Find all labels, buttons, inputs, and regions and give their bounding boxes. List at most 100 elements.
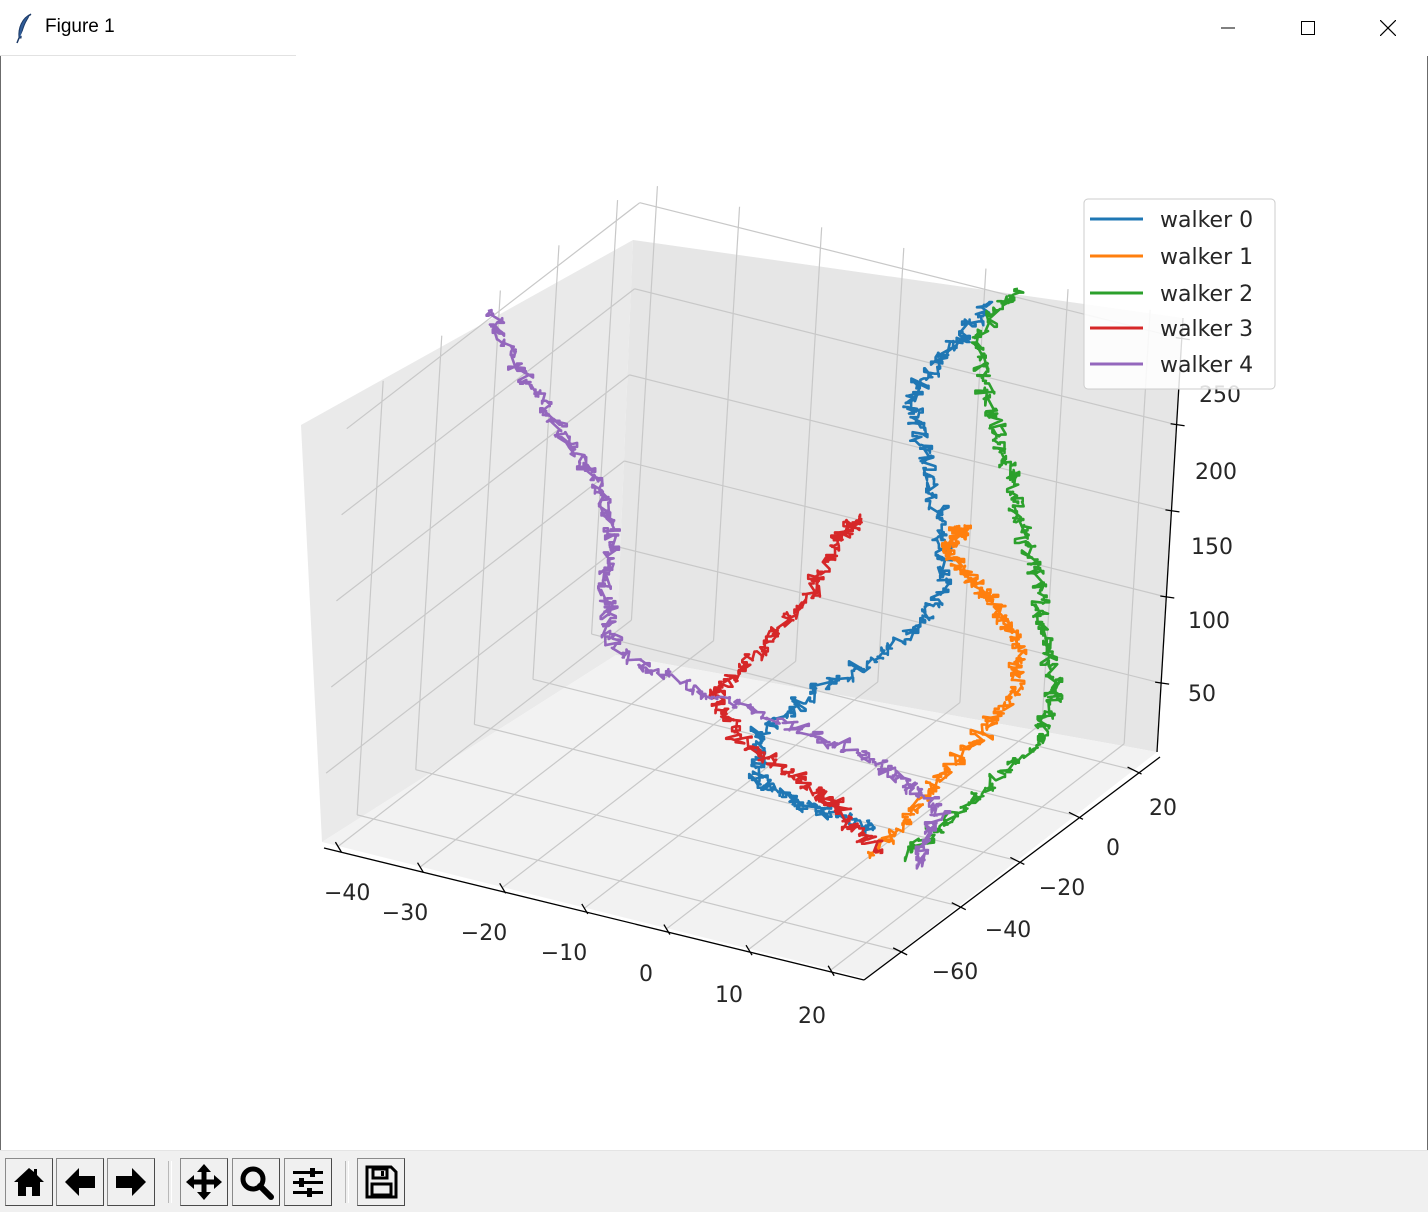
title-bar[interactable]: Figure 1 [0,0,1428,56]
x-tick-mark [499,882,507,894]
legend: walker 0 walker 1 walker 2 walker 3 walk… [1083,198,1276,390]
y-tick-mark [1010,856,1025,866]
maximize-button[interactable] [1268,0,1348,56]
series-line-4 [485,308,952,870]
save-button[interactable] [357,1158,405,1206]
zoom-button[interactable] [232,1158,280,1206]
configure-subplots-button[interactable] [284,1158,332,1206]
forward-button[interactable] [107,1158,155,1206]
figure-canvas[interactable]: −40 −30 −20 −10 0 10 20 −60 −40 −20 0 20… [0,56,1428,1150]
grid-line [795,227,823,662]
y-tick-label: 20 [1149,796,1177,821]
y-tick-label: −60 [932,960,978,985]
pan-button[interactable] [180,1158,228,1206]
grid-line [634,288,1177,426]
x-tick-label: −20 [461,921,507,946]
grid-line [629,374,1172,512]
y-tick-label: 0 [1106,836,1120,861]
minimize-button[interactable] [1188,0,1268,56]
grid-line [415,335,443,770]
floppy-disk-icon [365,1165,398,1199]
legend-label: walker 2 [1160,282,1253,307]
grid-line [591,633,1134,771]
toolbar-separator [168,1161,172,1203]
z-tick-mark [1155,681,1170,685]
home-icon [14,1168,44,1196]
y-tick-mark [892,947,908,956]
minimize-icon [1221,27,1235,29]
grid-line [618,546,1162,684]
x-tick-mark [416,862,425,874]
z-tick-label: 50 [1188,682,1216,707]
grid-line [712,206,741,641]
maximize-icon [1301,21,1315,35]
home-button[interactable] [5,1158,53,1206]
y-tick-label: −40 [985,918,1031,943]
z-tick-mark [1165,509,1180,513]
x-tick-mark [663,924,671,935]
arrow-left-icon [65,1168,95,1196]
grid-line [357,814,900,952]
grid-line [590,200,619,635]
grid-line [532,245,560,680]
z-tick-label: 200 [1195,460,1237,485]
z-tick-mark [1170,423,1185,427]
legend-label: walker 3 [1160,317,1253,342]
y-axis-line [863,756,1161,981]
close-icon [1380,20,1396,36]
series-line-1 [867,524,1028,860]
grid-line [502,660,797,888]
grid-line [624,460,1167,598]
x-tick-mark [745,944,753,956]
sliders-icon [293,1168,323,1197]
feather-icon [16,13,32,44]
grid-line [877,247,905,682]
legend-label: walker 4 [1160,353,1253,378]
x-tick-label: −30 [382,901,428,926]
navigation-toolbar [0,1150,1428,1212]
pane-floor [322,655,1157,978]
toolbar-separator [345,1161,349,1203]
x-tick-label: −40 [324,881,370,906]
x-tick-label: 10 [715,983,743,1008]
grid-line [356,380,384,815]
plot-3d[interactable]: −40 −30 −20 −10 0 10 20 −60 −40 −20 0 20… [0,56,1428,1150]
x-axis-line [323,847,865,981]
arrow-right-icon [116,1168,146,1196]
close-button[interactable] [1348,0,1428,56]
z-tick-mark [1160,595,1175,599]
grid-line [325,546,620,774]
grid-line [630,186,659,621]
series-layer [485,287,1064,870]
grid-line [584,681,879,909]
series-line-3 [708,513,884,855]
y-tick-mark [1068,811,1084,820]
grid-line [330,460,625,688]
back-button[interactable] [56,1158,104,1206]
z-axis-line [1156,317,1184,753]
title-tab-underline [0,55,296,56]
grid-line [338,619,632,847]
magnifier-icon [240,1166,274,1200]
x-tick-label: −10 [541,941,587,966]
z-tick-label: 100 [1188,609,1230,634]
legend-label: walker 1 [1160,245,1253,270]
y-tick-mark [1127,766,1142,775]
grid-line [336,374,630,602]
window-title: Figure 1 [45,16,115,37]
grid-line [415,769,958,907]
move-icon [186,1164,222,1200]
grid-lines [325,186,1182,971]
legend-label: walker 0 [1160,208,1253,233]
grid-line [341,288,635,516]
z-tick-label: 150 [1191,535,1233,560]
y-tick-mark [951,902,967,911]
grid-line [830,743,1125,971]
axis-ticks [334,337,1190,977]
legend-box [1083,198,1276,390]
y-tick-label: −20 [1039,876,1085,901]
grid-line [473,290,501,725]
series-line-0 [747,300,994,834]
grid-line [959,268,987,703]
x-tick-mark [581,903,589,915]
